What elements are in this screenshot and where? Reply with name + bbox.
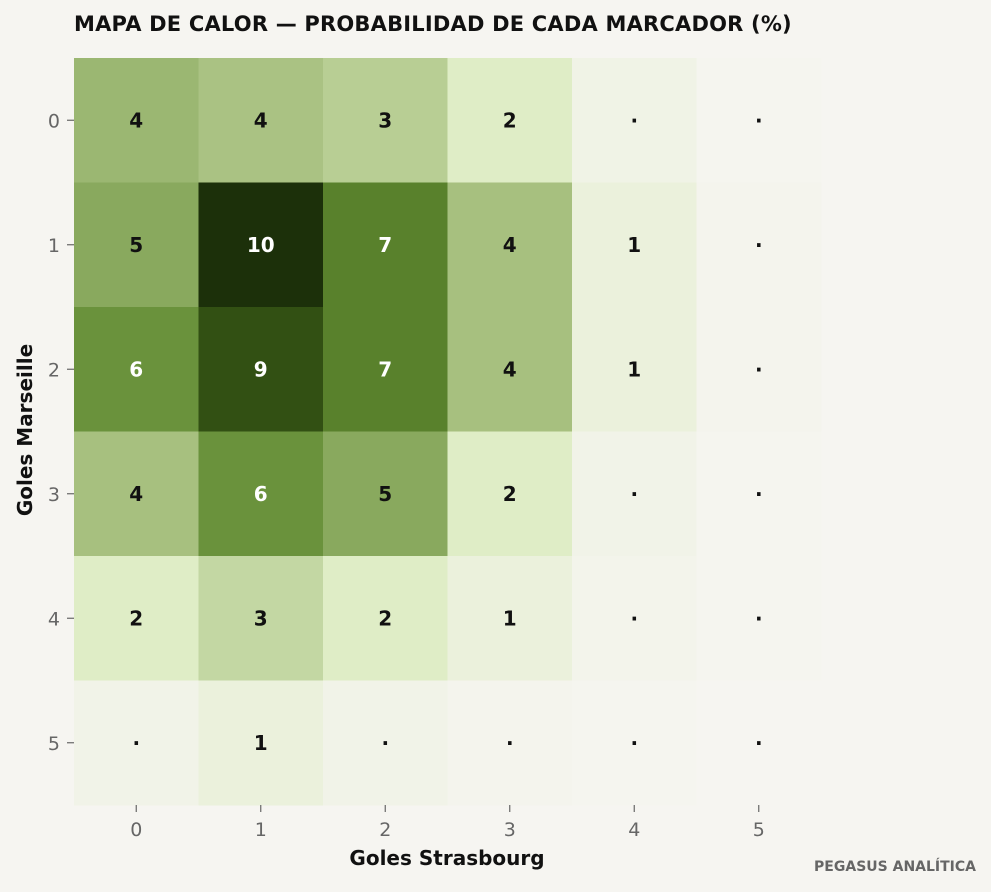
y-tick-label-5: 5 — [48, 733, 60, 755]
cell-label-r0-c2: 3 — [378, 108, 392, 132]
cell-label-r2-c5: · — [755, 357, 763, 381]
cell-label-r4-c3: 1 — [503, 606, 517, 630]
cell-label-r5-c1: 1 — [254, 731, 268, 755]
heatmap-cell-r0-c1 — [198, 58, 324, 183]
heatmap-cell-r3-c5 — [696, 431, 822, 557]
heatmap-cell-r3-c0 — [74, 431, 199, 557]
heatmap-cells — [74, 58, 822, 806]
heatmap-cell-r0-c0 — [74, 58, 199, 183]
cell-label-r2-c2: 7 — [378, 357, 392, 381]
cell-label-r2-c0: 6 — [129, 357, 143, 381]
heatmap-cell-r1-c1 — [198, 182, 324, 308]
heatmap-cell-r5-c0 — [74, 680, 199, 806]
heatmap-cell-r2-c2 — [323, 307, 448, 432]
cell-label-r3-c2: 5 — [378, 482, 392, 506]
x-axis-label: Goles Strasbourg — [349, 846, 544, 870]
cell-label-r5-c3: · — [506, 731, 514, 755]
heatmap-cell-r2-c4 — [572, 307, 697, 432]
heatmap-cell-r4-c4 — [572, 556, 697, 681]
heatmap-cell-r1-c5 — [696, 182, 822, 308]
credit-label: PEGASUS ANALÍTICA — [814, 859, 976, 875]
cell-label-r0-c4: · — [630, 108, 638, 132]
heatmap-cell-r5-c5 — [696, 680, 822, 806]
heatmap-cell-r0-c2 — [323, 58, 448, 183]
cell-label-r0-c5: · — [755, 108, 763, 132]
cell-label-r5-c5: · — [755, 731, 763, 755]
cell-label-r2-c1: 9 — [254, 357, 268, 381]
y-axis: 0 1 2 3 4 5 — [48, 110, 74, 755]
cell-label-r5-c2: · — [381, 731, 389, 755]
y-tick-label-1: 1 — [48, 235, 60, 257]
cell-label-r5-c0: · — [132, 731, 140, 755]
cell-label-r3-c3: 2 — [503, 482, 517, 506]
cell-label-r4-c0: 2 — [129, 606, 143, 630]
y-tick-label-2: 2 — [48, 359, 60, 381]
heatmap-cell-r3-c4 — [572, 431, 697, 557]
heatmap-cell-r4-c3 — [447, 556, 573, 681]
heatmap-cell-r1-c4 — [572, 182, 697, 308]
heatmap-cell-r2-c3 — [447, 307, 573, 432]
cell-label-r4-c4: · — [630, 606, 638, 630]
chart-title: MAPA DE CALOR — PROBABILIDAD DE CADA MAR… — [74, 12, 792, 36]
heatmap-cell-r0-c5 — [696, 58, 822, 183]
heatmap-cell-r1-c3 — [447, 182, 573, 308]
x-tick-label-1: 1 — [255, 819, 267, 841]
cell-label-r1-c2: 7 — [378, 233, 392, 257]
heatmap-cell-r5-c1 — [198, 680, 324, 806]
y-tick-label-4: 4 — [48, 608, 60, 630]
cell-label-r1-c4: 1 — [627, 233, 641, 257]
cell-label-r0-c0: 4 — [129, 108, 143, 132]
heatmap-cell-r0-c4 — [572, 58, 697, 183]
heatmap-cell-r4-c1 — [198, 556, 324, 681]
heatmap-cell-r5-c4 — [572, 680, 697, 806]
cell-label-r1-c5: · — [755, 233, 763, 257]
cell-label-r4-c2: 2 — [378, 606, 392, 630]
x-tick-label-4: 4 — [628, 819, 640, 841]
heatmap-cell-r5-c3 — [447, 680, 573, 806]
heatmap-cell-r4-c2 — [323, 556, 448, 681]
heatmap-cell-r3-c3 — [447, 431, 573, 557]
heatmap-cell-r4-c5 — [696, 556, 822, 681]
cell-label-r1-c1: 10 — [247, 233, 275, 257]
cell-label-r4-c5: · — [755, 606, 763, 630]
heatmap-cell-r1-c0 — [74, 182, 199, 308]
heatmap-cell-r3-c2 — [323, 431, 448, 557]
heatmap-cell-r2-c1 — [198, 307, 324, 432]
cell-label-r3-c0: 4 — [129, 482, 143, 506]
heatmap-cell-r2-c0 — [74, 307, 199, 432]
y-tick-label-3: 3 — [48, 484, 60, 506]
heatmap-cell-r0-c3 — [447, 58, 573, 183]
cell-label-r0-c1: 4 — [254, 108, 268, 132]
cell-label-r5-c4: · — [630, 731, 638, 755]
heatmap-cell-r2-c5 — [696, 307, 822, 432]
x-tick-label-0: 0 — [130, 819, 142, 841]
cell-label-r0-c3: 2 — [503, 108, 517, 132]
heatmap-cell-r3-c1 — [198, 431, 324, 557]
y-axis-label: Goles Marseille — [13, 344, 37, 516]
cell-label-r2-c4: 1 — [627, 357, 641, 381]
heatmap-cell-r1-c2 — [323, 182, 448, 308]
heatmap-cell-r4-c0 — [74, 556, 199, 681]
x-tick-label-5: 5 — [753, 819, 765, 841]
cell-label-r4-c1: 3 — [254, 606, 268, 630]
cell-label-r1-c3: 4 — [503, 233, 517, 257]
cell-label-r1-c0: 5 — [129, 233, 143, 257]
cell-label-r3-c4: · — [630, 482, 638, 506]
cell-label-r2-c3: 4 — [503, 357, 517, 381]
heatmap-cell-labels: 4 4 3 2 · · 5 10 7 4 1 · 6 9 7 4 1 · 4 6 5 2 · · 2 3 2 1 · · · 1 · · · · — [129, 108, 762, 755]
x-tick-label-2: 2 — [379, 819, 391, 841]
x-axis: 0 1 2 3 4 5 — [130, 805, 765, 841]
heatmap-cell-r5-c2 — [323, 680, 448, 806]
cell-label-r3-c5: · — [755, 482, 763, 506]
y-tick-label-0: 0 — [48, 110, 60, 132]
x-tick-label-3: 3 — [504, 819, 516, 841]
cell-label-r3-c1: 6 — [254, 482, 268, 506]
